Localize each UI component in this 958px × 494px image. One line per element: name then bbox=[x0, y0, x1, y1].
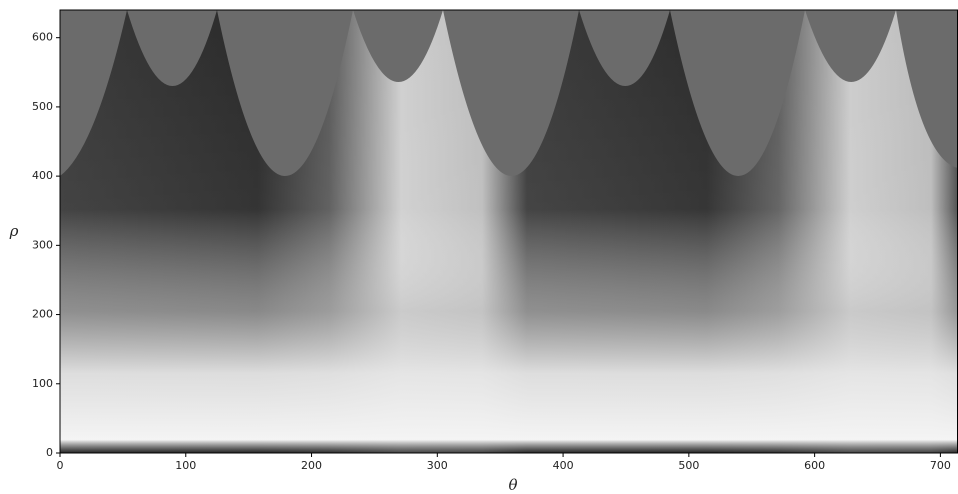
x-tick-label: 300 bbox=[427, 459, 448, 472]
y-tick-label: 200 bbox=[32, 308, 53, 321]
x-axis-label: θ bbox=[508, 476, 517, 494]
y-tick-label: 100 bbox=[32, 377, 53, 390]
x-tick-label: 200 bbox=[301, 459, 322, 472]
x-tick-label: 600 bbox=[804, 459, 825, 472]
y-tick-label: 300 bbox=[32, 238, 53, 251]
x-tick-label: 700 bbox=[930, 459, 951, 472]
x-tick-label: 100 bbox=[175, 459, 196, 472]
image-fade bbox=[60, 10, 958, 453]
x-tick-label: 500 bbox=[678, 459, 699, 472]
y-tick-label: 400 bbox=[32, 169, 53, 182]
image bbox=[60, 10, 958, 453]
x-tick-label: 0 bbox=[57, 459, 64, 472]
y-tick-label: 500 bbox=[32, 100, 53, 113]
y-tick-label: 0 bbox=[46, 446, 53, 459]
y-tick-label: 600 bbox=[32, 31, 53, 44]
y-axis-label: ρ bbox=[9, 222, 19, 240]
x-tick-label: 400 bbox=[553, 459, 574, 472]
